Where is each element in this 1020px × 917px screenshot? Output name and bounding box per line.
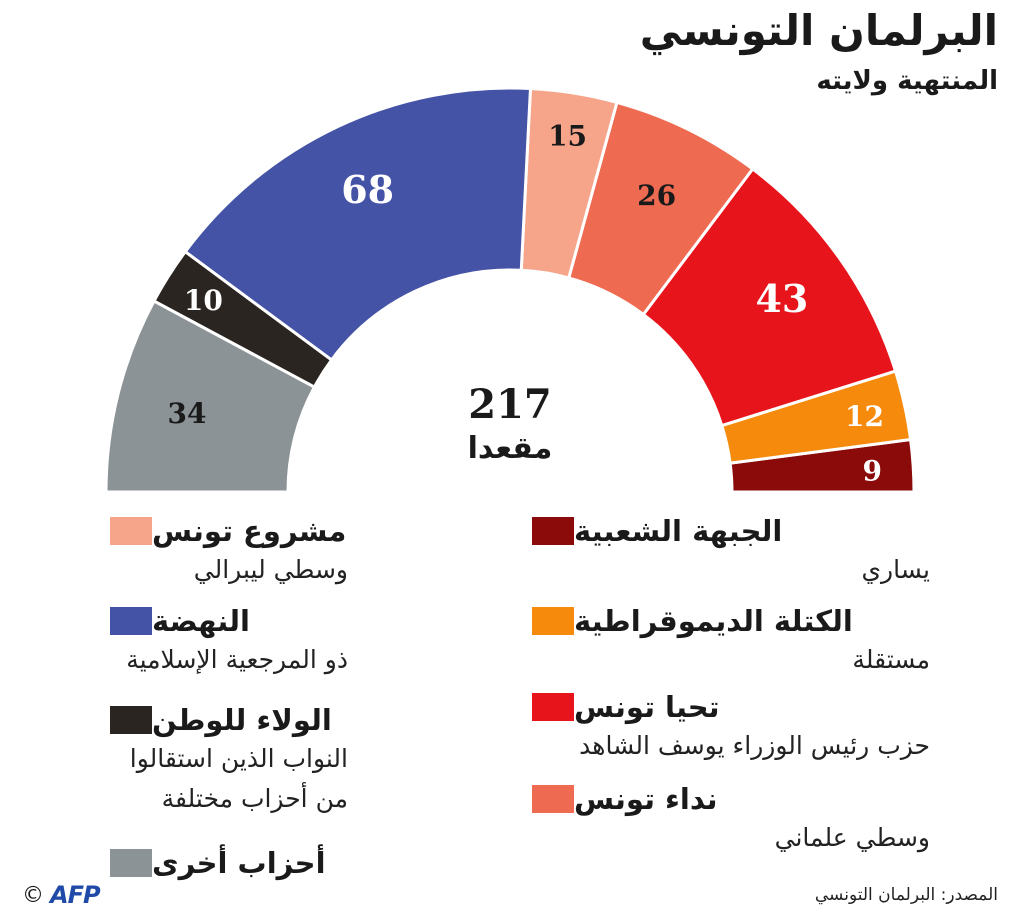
slice-label-tahya_tounes: 43 (755, 276, 808, 321)
slice-label-nidaa_tounes: 26 (637, 179, 676, 212)
legend-name: مشروع تونس (152, 514, 347, 548)
legend-democratic-bloc: الكتلة الديموقراطية مستقلة (522, 604, 982, 680)
slice-ennahda (183, 86, 533, 363)
page-subtitle: المنتهية ولايته (816, 66, 998, 96)
legend-desc: حزب رئيس الوزراء يوسف الشاهد (579, 731, 930, 760)
page-title: البرلمان التونسي (639, 6, 998, 55)
legend-popular-front: الجبهة الشعبية يساري (522, 514, 982, 590)
total-seats-label: مقعدا (468, 431, 553, 466)
total-seats-value: 217 (468, 381, 552, 428)
slice-label-democratic_bloc: 12 (845, 400, 884, 433)
legend-other-parties: أحزاب أخرى (100, 846, 400, 880)
legend-swatch (532, 785, 574, 813)
legend-name: الكتلة الديموقراطية (574, 604, 853, 638)
legend-desc: وسطي ليبرالي (193, 555, 348, 584)
legend-swatch (110, 517, 152, 545)
legend-name: الولاء للوطن (152, 703, 332, 737)
legend-name: نداء تونس (574, 782, 718, 816)
legend-swatch (110, 849, 152, 877)
slice-label-popular_front: 9 (862, 454, 881, 487)
legend-nidaa-tounes: نداء تونس وسطي علماني (522, 782, 982, 858)
agency-name: AFP (50, 881, 101, 909)
legend-name: النهضة (152, 604, 250, 638)
legend-desc: وسطي علماني (774, 823, 930, 852)
slice-label-machrouu_tounes: 15 (548, 120, 587, 153)
slice-label-loyalty_homeland: 10 (184, 284, 223, 317)
copyright-symbol: © (22, 882, 44, 908)
afp-logo: © AFP (22, 881, 101, 909)
parliament-chart: 9 12 43 26 15 68 10 34 217 مقعدا (104, 86, 916, 494)
legend-name: تحيا تونس (574, 690, 720, 724)
legend-loyalty-homeland: الولاء للوطن النواب الذين استقالوا من أح… (100, 703, 400, 819)
legend-name: الجبهة الشعبية (574, 514, 783, 548)
legend-swatch (532, 693, 574, 721)
source-note: المصدر: البرلمان التونسي (814, 885, 998, 905)
legend-swatch (532, 517, 574, 545)
slice-other_parties (104, 299, 317, 494)
slice-label-other_parties: 34 (168, 397, 207, 430)
legend-ennahda: النهضة ذو المرجعية الإسلامية (100, 604, 400, 680)
legend-swatch (110, 706, 152, 734)
legend-desc: يساري (861, 555, 930, 584)
legend-tahya-tounes: تحيا تونس حزب رئيس الوزراء يوسف الشاهد (522, 690, 982, 766)
legend-desc: ذو المرجعية الإسلامية (126, 645, 348, 674)
slice-label-ennahda: 68 (341, 167, 394, 212)
legend-desc: النواب الذين استقالوا من أحزاب مختلفة (129, 744, 348, 813)
legend-swatch (110, 607, 152, 635)
legend-machrouu-tounes: مشروع تونس وسطي ليبرالي (100, 514, 400, 590)
legend-name: أحزاب أخرى (152, 846, 326, 880)
legend-desc: مستقلة (852, 645, 930, 674)
legend-swatch (532, 607, 574, 635)
